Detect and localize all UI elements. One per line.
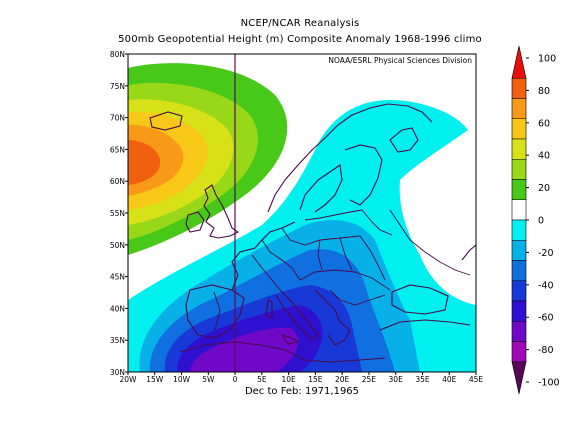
lat-tick-label: 55N: [110, 209, 125, 218]
colorbar: 100 80 60 40 20 0 -20 -40 -60 -80 -100: [511, 45, 560, 395]
lat-tick-label: 65N: [110, 145, 125, 154]
lon-tick-label: 5W: [202, 375, 215, 384]
colorbar-swatch: [511, 361, 527, 395]
lat-tick-label: 70N: [110, 114, 125, 123]
colorbar-label: 0: [538, 216, 544, 227]
colorbar-label: -80: [538, 345, 554, 356]
latitude-axis: 80N 75N 70N 65N 60N 55N 50N 45N 40N 35N 30N: [110, 50, 128, 377]
lon-tick-label: 45E: [469, 375, 484, 384]
lon-tick-label: 20W: [120, 375, 138, 384]
lat-tick-label: 60N: [110, 177, 125, 186]
colorbar-swatch: [511, 138, 527, 160]
chart-subtitle: 500mb Geopotential Height (m) Composite …: [118, 34, 482, 45]
lon-tick-label: 40E: [442, 375, 457, 384]
lon-tick-label: 25E: [362, 375, 377, 384]
colorbar-swatch: [511, 260, 527, 282]
colorbar-label: -60: [538, 313, 554, 324]
colorbar-label: 100: [538, 54, 556, 65]
colorbar-swatch: [511, 280, 527, 302]
colorbar-label: 40: [538, 151, 550, 162]
colorbar-label: 80: [538, 86, 550, 97]
colorbar-swatch: [511, 179, 527, 201]
lat-tick-label: 35N: [110, 336, 125, 345]
colorbar-swatch: [511, 341, 527, 363]
positive-anomaly-70: [128, 140, 161, 185]
lat-tick-label: 40N: [110, 304, 125, 313]
coastlines: [149, 103, 476, 363]
lon-tick-label: 10W: [173, 375, 191, 384]
lon-tick-label: 35E: [415, 375, 430, 384]
colorbar-label: 20: [538, 183, 550, 194]
colorbar-swatch: [511, 45, 527, 79]
lat-tick-label: 75N: [110, 82, 125, 91]
colorbar-swatch: [511, 320, 527, 342]
colorbar-swatch: [511, 300, 527, 322]
colorbar-swatch: [511, 158, 527, 180]
colorbar-swatch: [511, 199, 527, 221]
map-credit: NOAA/ESRL Physical Sciences Division: [328, 56, 472, 65]
lon-tick-label: 10E: [281, 375, 296, 384]
country-borders: [213, 209, 471, 331]
colorbar-swatch: [511, 239, 527, 261]
colorbar-swatch: [511, 77, 527, 99]
lon-tick-label: 15W: [146, 375, 164, 384]
longitude-axis: 20W 15W 10W 5W 0 5E 10E 15E 20E 25E 30E 35E 40E 45E: [120, 372, 484, 384]
lon-tick-label: 5E: [257, 375, 267, 384]
lon-tick-label: 15E: [308, 375, 323, 384]
lat-tick-label: 80N: [110, 50, 125, 59]
period-label: Dec to Feb: 1971,1965: [244, 386, 360, 397]
colorbar-label: -40: [538, 280, 554, 291]
chart-title: NCEP/NCAR Reanalysis: [240, 18, 360, 29]
lat-tick-label: 45N: [110, 273, 125, 282]
lat-tick-label: 30N: [110, 368, 125, 377]
colorbar-label: 60: [538, 118, 550, 129]
colorbar-swatch: [511, 219, 527, 241]
colorbar-swatch: [511, 118, 527, 140]
negative-anomaly-70: [190, 327, 299, 372]
lon-tick-label: 20E: [335, 375, 350, 384]
lon-tick-label: 30E: [389, 375, 404, 384]
colorbar-label: -100: [538, 378, 560, 389]
colorbar-swatch: [511, 98, 527, 120]
lon-tick-label: 0: [233, 375, 238, 384]
anomaly-field: [128, 54, 476, 372]
colorbar-label: -20: [538, 248, 554, 259]
lat-tick-label: 50N: [110, 241, 125, 250]
